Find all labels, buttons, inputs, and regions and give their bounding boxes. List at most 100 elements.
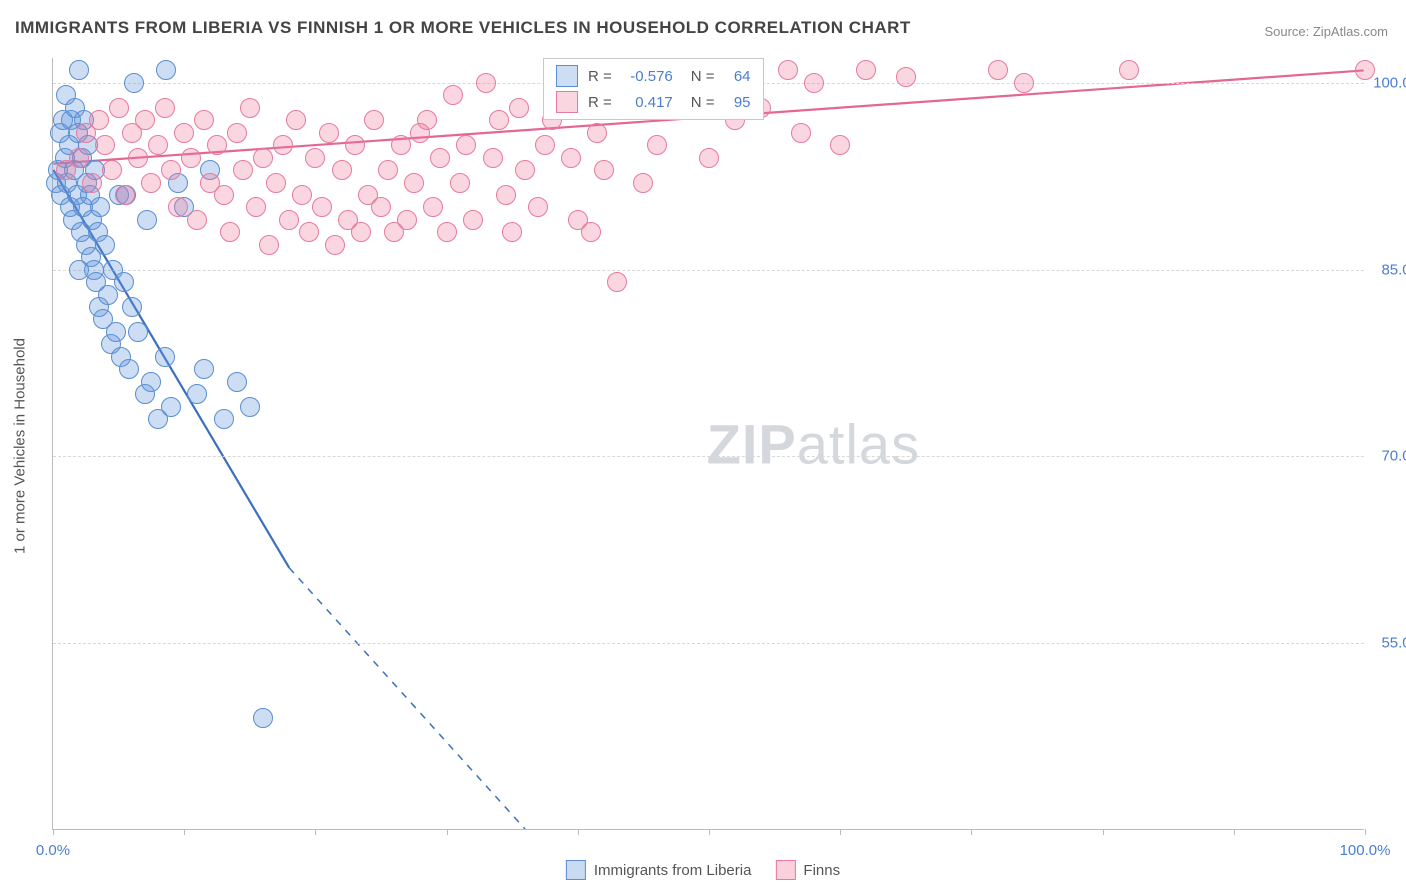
data-point-finns [437,222,457,242]
data-point-finns [515,160,535,180]
scatter-plot-area: ZIPatlas 55.0%70.0%85.0%100.0%0.0%100.0% [52,58,1364,830]
x-tick [184,829,185,835]
data-point-liberia [114,272,134,292]
legend-item: Immigrants from Liberia [566,860,752,880]
legend-label: Immigrants from Liberia [594,862,752,879]
data-point-finns [161,160,181,180]
data-point-finns [214,185,234,205]
data-point-finns [69,148,89,168]
data-point-finns [1014,73,1034,93]
data-point-finns [141,173,161,193]
data-point-finns [830,135,850,155]
data-point-liberia [128,322,148,342]
data-point-liberia [90,197,110,217]
data-point-finns [1355,60,1375,80]
data-point-finns [135,110,155,130]
data-point-finns [240,98,260,118]
data-point-liberia [161,397,181,417]
data-point-finns [174,123,194,143]
data-point-liberia [124,73,144,93]
stats-r-value: 0.417 [618,94,673,111]
data-point-finns [89,110,109,130]
data-point-liberia [69,60,89,80]
stats-swatch [556,91,578,113]
data-point-finns [351,222,371,242]
data-point-finns [778,60,798,80]
source-attribution: Source: ZipAtlas.com [1264,24,1388,39]
data-point-finns [364,110,384,130]
stats-row-finns: R =0.417N =95 [544,89,763,115]
data-point-finns [279,210,299,230]
y-gridline [53,456,1364,457]
data-point-finns [528,197,548,217]
data-point-finns [273,135,293,155]
x-tick [1103,829,1104,835]
data-point-finns [259,235,279,255]
data-point-finns [233,160,253,180]
data-point-finns [312,197,332,217]
data-point-finns [430,148,450,168]
data-point-finns [581,222,601,242]
data-point-liberia [214,409,234,429]
data-point-finns [299,222,319,242]
data-point-liberia [156,60,176,80]
x-tick-label: 0.0% [36,842,70,859]
data-point-liberia [141,372,161,392]
x-tick [840,829,841,835]
data-point-finns [371,197,391,217]
data-point-finns [423,197,443,217]
data-point-liberia [137,210,157,230]
data-point-finns [286,110,306,130]
data-point-finns [332,160,352,180]
y-tick-label: 100.0% [1369,74,1406,91]
data-point-finns [417,110,437,130]
data-point-liberia [155,347,175,367]
data-point-finns [561,148,581,168]
data-point-finns [502,222,522,242]
data-point-finns [148,135,168,155]
data-point-finns [325,235,345,255]
x-tick [578,829,579,835]
data-point-finns [988,60,1008,80]
data-point-finns [463,210,483,230]
data-point-finns [109,98,129,118]
data-point-finns [220,222,240,242]
data-point-finns [246,197,266,217]
trendline-dash-liberia [289,568,525,829]
data-point-liberia [240,397,260,417]
stats-r-value: -0.576 [618,68,673,85]
data-point-finns [155,98,175,118]
data-point-finns [115,185,135,205]
data-point-finns [305,148,325,168]
data-point-finns [483,148,503,168]
data-point-finns [535,135,555,155]
data-point-finns [456,135,476,155]
legend-swatch [775,860,795,880]
data-point-finns [82,173,102,193]
stats-row-liberia: R =-0.576N =64 [544,63,763,89]
data-point-finns [633,173,653,193]
data-point-finns [266,173,286,193]
data-point-liberia [227,372,247,392]
x-tick [971,829,972,835]
data-point-finns [607,272,627,292]
y-axis-title: 1 or more Vehicles in Household [12,338,29,554]
data-point-finns [404,173,424,193]
data-point-liberia [253,708,273,728]
data-point-finns [319,123,339,143]
data-point-finns [804,73,824,93]
data-point-finns [476,73,496,93]
x-tick [53,829,54,835]
data-point-finns [194,110,214,130]
x-tick [447,829,448,835]
watermark-text: ZIPatlas [707,411,920,476]
legend-swatch [566,860,586,880]
y-tick-label: 85.0% [1369,261,1406,278]
data-point-finns [443,85,463,105]
stats-n-label: N = [691,94,715,111]
x-tick [315,829,316,835]
data-point-liberia [95,235,115,255]
data-point-finns [1119,60,1139,80]
x-tick [709,829,710,835]
data-point-finns [896,67,916,87]
